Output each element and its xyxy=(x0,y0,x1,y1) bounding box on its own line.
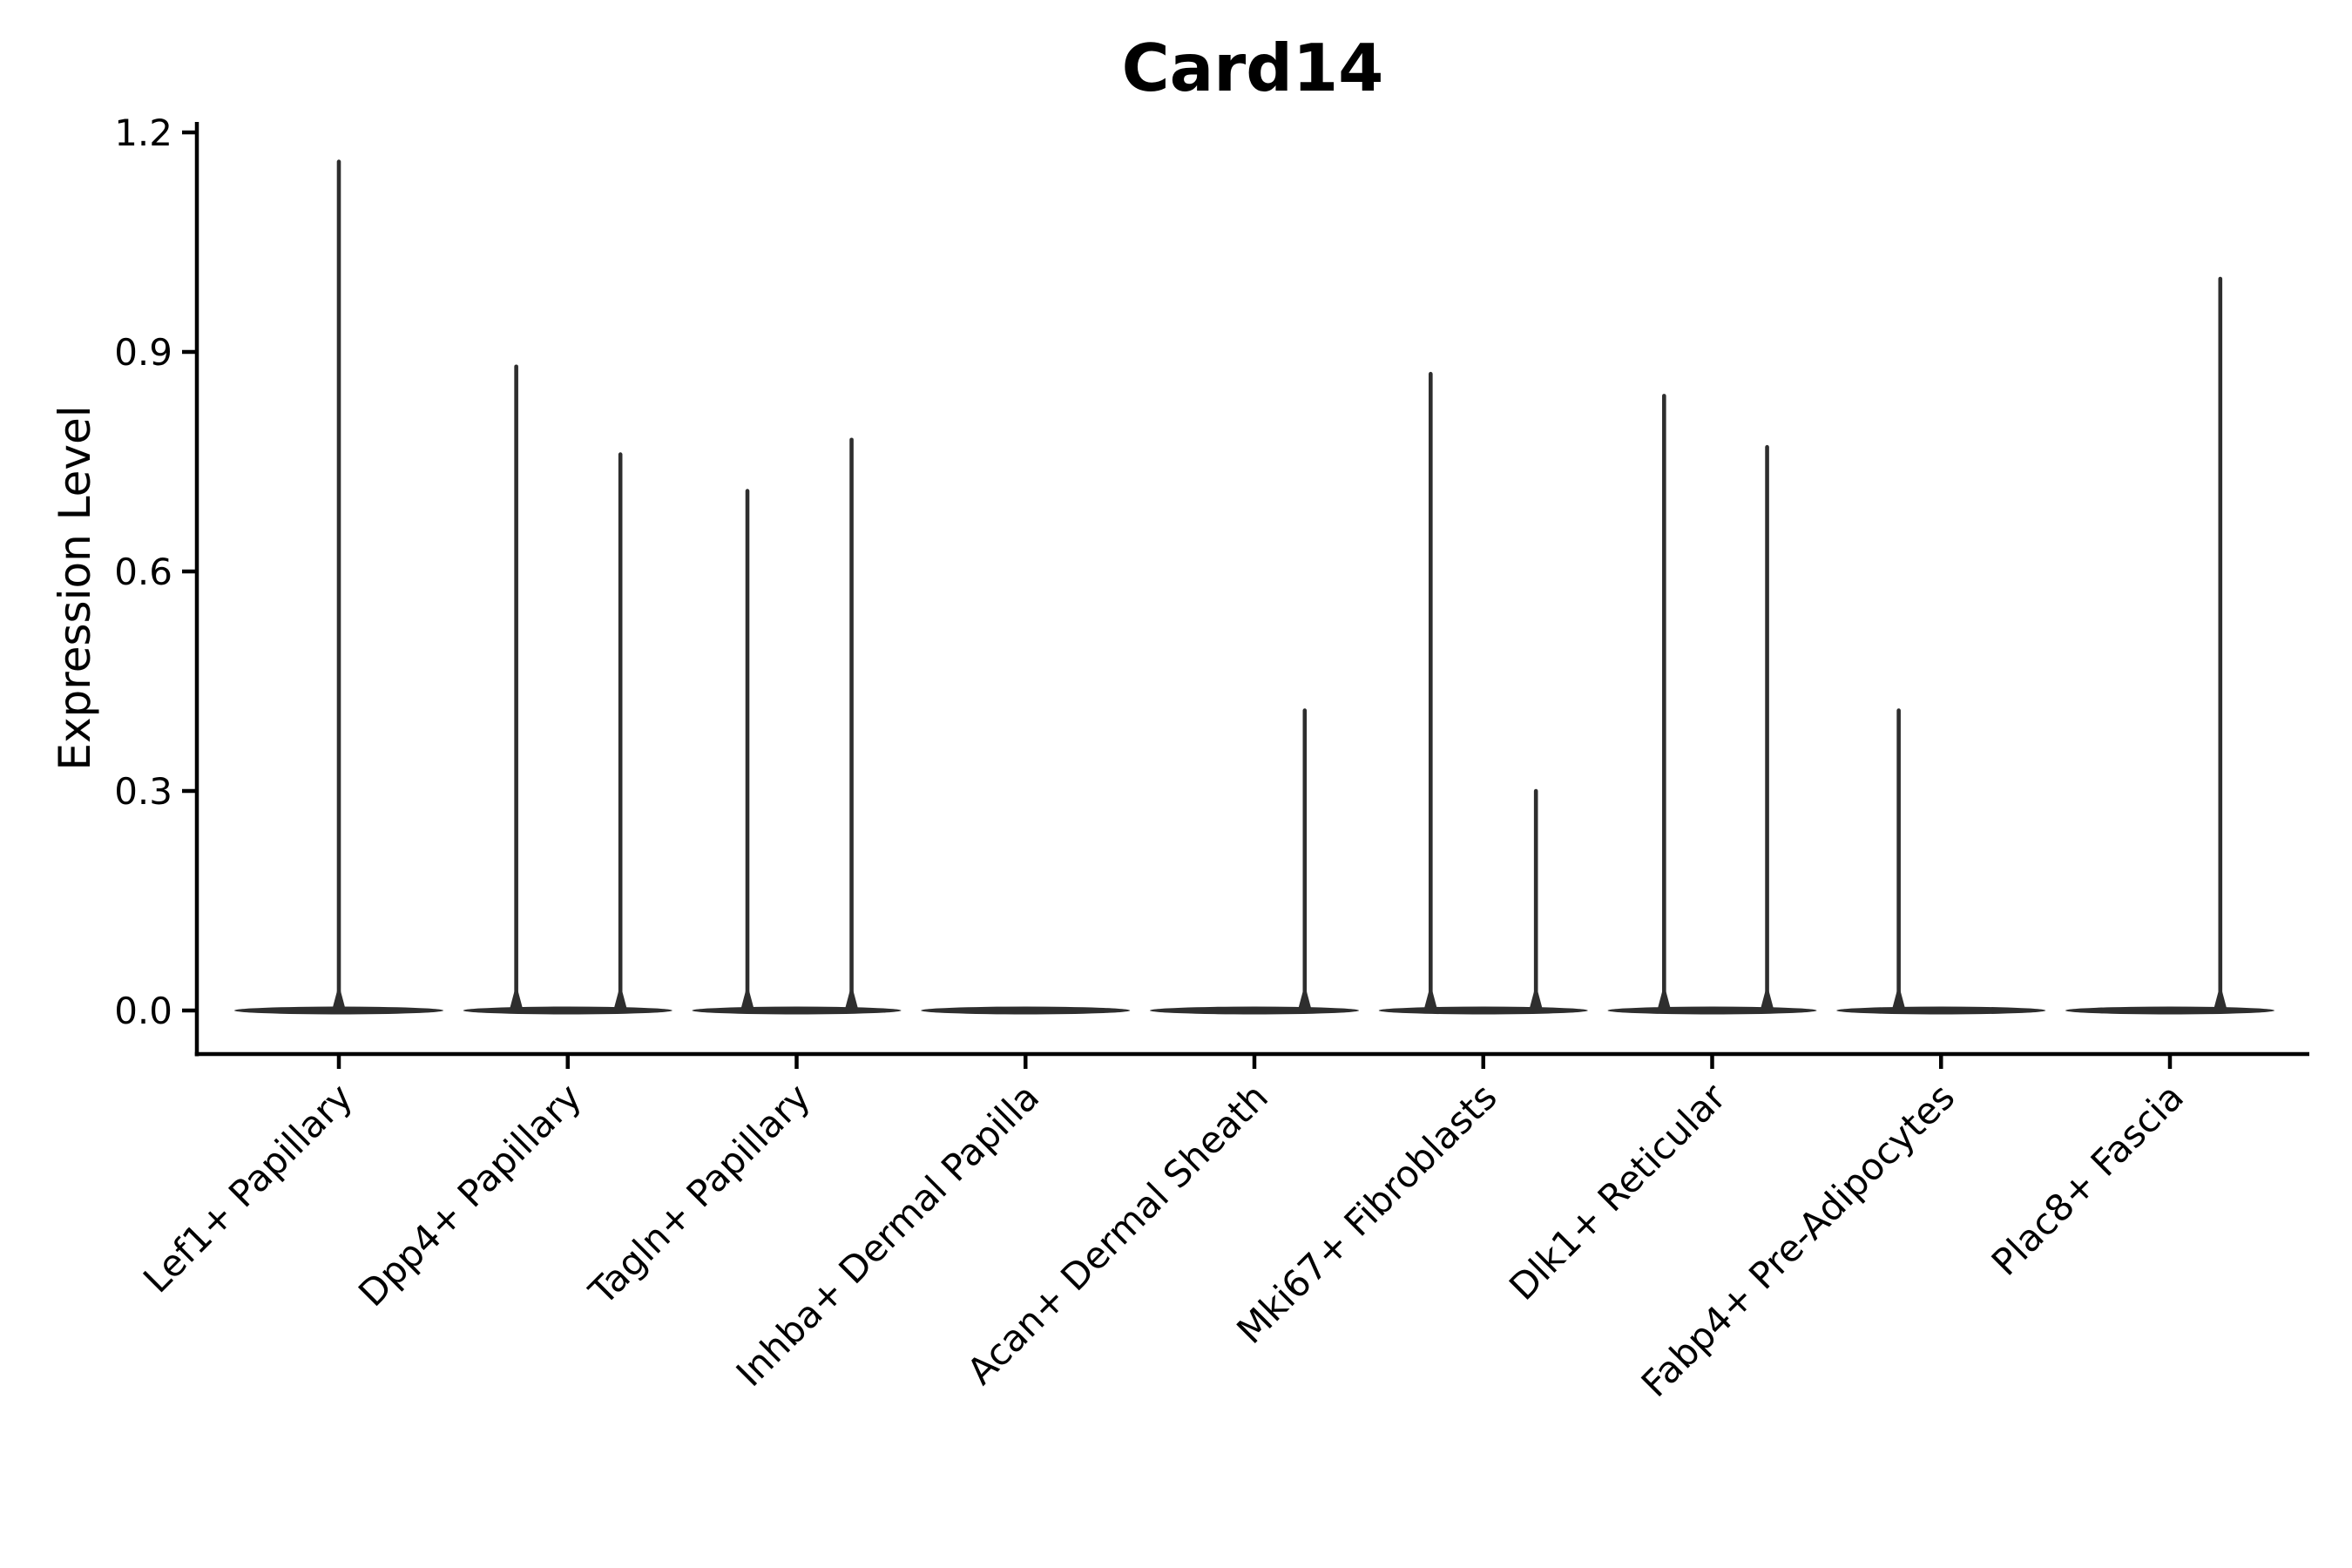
x-tick-label: Tagln+ Papillary xyxy=(580,1075,818,1313)
x-tick-label: Mki67+ Fibroblasts xyxy=(1228,1075,1504,1351)
y-axis-title: Expression Level xyxy=(50,405,100,770)
y-tick-label: 0.9 xyxy=(114,331,172,374)
y-tick-label: 0.6 xyxy=(114,551,172,593)
violin-body xyxy=(463,1006,672,1015)
violin-body xyxy=(2065,1006,2274,1015)
y-axis-ticks: 0.0 0.3 0.6 0.9 1.2 xyxy=(114,112,197,1032)
violin-body xyxy=(692,1006,902,1015)
y-tick-label: 0.0 xyxy=(114,990,172,1032)
violin-body xyxy=(1607,1006,1817,1015)
violin-body xyxy=(1836,1006,2046,1015)
x-tick-label: Lef1+ Papillary xyxy=(135,1075,361,1301)
y-tick-label: 1.2 xyxy=(114,112,172,154)
violin-body xyxy=(1150,1006,1359,1015)
violin-body xyxy=(1378,1006,1588,1015)
chart-title: Card14 xyxy=(1122,30,1384,106)
x-tick-label: Dlk1+ Reticular xyxy=(1501,1075,1734,1308)
y-tick-label: 0.3 xyxy=(114,770,172,813)
violin-body xyxy=(921,1006,1131,1015)
violin-layer xyxy=(234,159,2274,1015)
x-tick-label: Plac8+ Fascia xyxy=(1984,1075,2192,1283)
x-tick-label: Dpp4+ Papillary xyxy=(350,1075,590,1315)
